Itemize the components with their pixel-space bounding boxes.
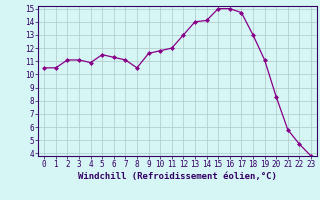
X-axis label: Windchill (Refroidissement éolien,°C): Windchill (Refroidissement éolien,°C) <box>78 172 277 181</box>
